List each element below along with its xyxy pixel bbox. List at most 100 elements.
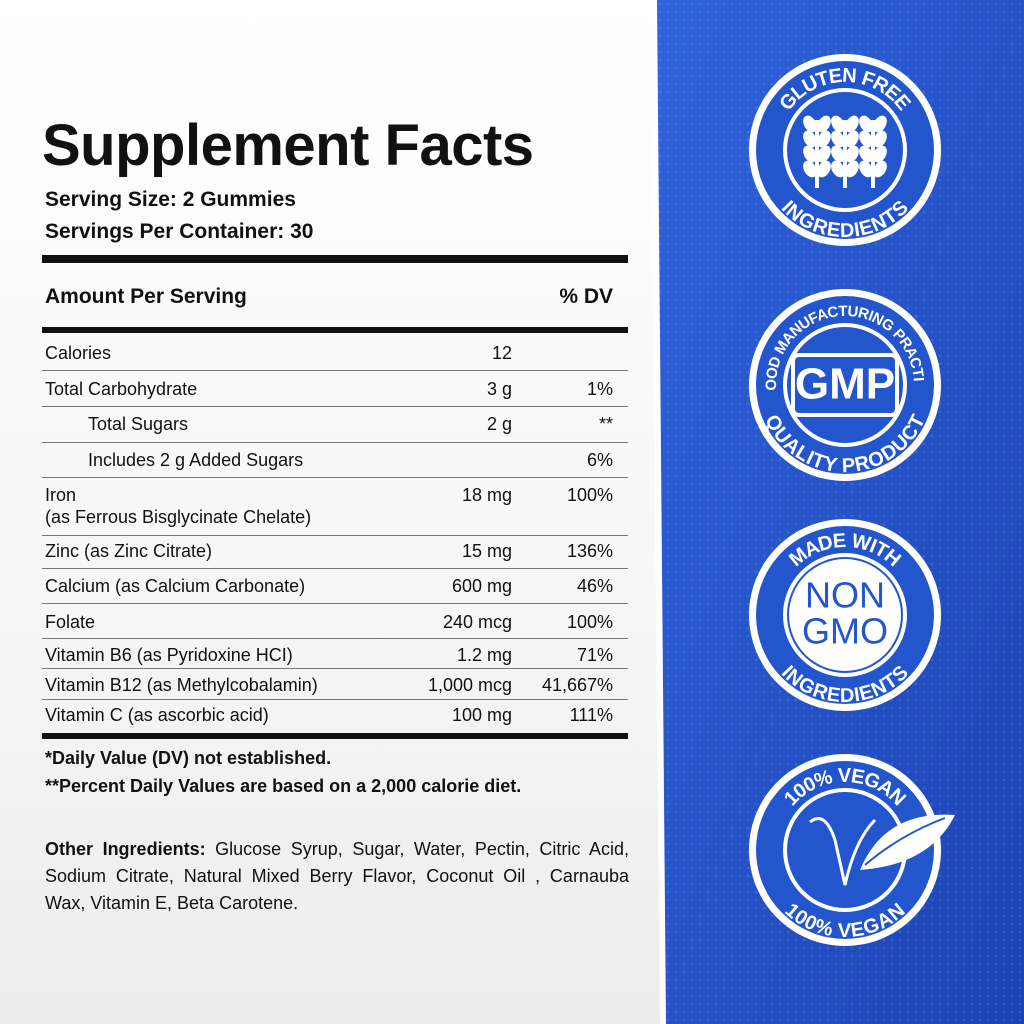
servings-per-container: Servings Per Container: 30 <box>45 220 314 243</box>
badge-ring <box>756 296 934 474</box>
wheat-grain <box>831 115 845 133</box>
footnote: *Daily Value (DV) not established. <box>45 748 332 768</box>
serving-size: Serving Size: 2 Gummies <box>45 188 296 211</box>
badge-outer <box>749 754 941 946</box>
badge-bottom-text: 100% VEGAN <box>780 899 909 942</box>
vegan-leaf <box>860 814 955 870</box>
amount: 15 mg <box>461 541 512 561</box>
panel-edge <box>650 0 1024 1024</box>
wheat-grain <box>873 145 887 163</box>
wheat-grain <box>831 145 845 163</box>
row-rule <box>42 699 628 700</box>
badge-bottom-label: INGREDIENTS <box>777 197 913 243</box>
wheat-grain <box>873 115 887 133</box>
row-rule <box>42 603 628 604</box>
row-rule <box>42 370 628 371</box>
badge-bottom-text: INGREDIENTS <box>777 662 913 708</box>
title: Supplement Facts <box>42 113 534 178</box>
wheat-grain <box>845 130 859 148</box>
thick-rule <box>42 255 628 263</box>
daily-value: 71% <box>576 645 613 665</box>
daily-value: 41,667% <box>541 675 613 695</box>
row-rule <box>42 477 628 478</box>
blue-panel <box>657 0 1024 1024</box>
badge-bottom-label: 100% VEGAN <box>780 899 909 942</box>
amount: 1,000 mcg <box>427 675 512 695</box>
wheat-grain <box>803 160 817 178</box>
wheat-grain <box>873 130 887 148</box>
amount: 3 g <box>486 379 512 399</box>
badge-top-text: GLUTEN FREE <box>776 65 915 115</box>
daily-value: 111% <box>569 705 613 725</box>
nutrient-name: Vitamin B12 (as Methylcobalamin) <box>45 675 318 695</box>
badge-inner-ring <box>783 88 907 212</box>
row-rule <box>42 535 628 536</box>
badge-ring <box>756 526 934 704</box>
wheat-grain <box>859 115 873 133</box>
gmp-text: GMP <box>795 360 895 409</box>
wheat-grain <box>803 130 817 148</box>
wheat-grain <box>803 145 817 163</box>
other-ingredients-text: Glucose Syrup, Sugar, Water, Pectin, Cit… <box>45 839 629 913</box>
nutrient-name: Folate <box>45 612 96 632</box>
wheat-grain <box>873 160 887 178</box>
amount: 240 mcg <box>442 612 512 632</box>
thick-rule <box>42 327 628 333</box>
daily-value: 136% <box>566 541 613 561</box>
vegan-v <box>809 817 877 886</box>
daily-value: ** <box>598 414 613 434</box>
badge-inner-ring <box>783 553 907 677</box>
badge-top-label: GLUTEN FREE <box>776 65 915 115</box>
amount: 1.2 mg <box>456 645 512 665</box>
nutrient-note: (as Ferrous Bisglycinate Chelate) <box>45 507 312 527</box>
badge-inner-ring <box>783 788 907 912</box>
wheat-grain <box>817 130 831 148</box>
badge-inner-ring <box>783 323 907 447</box>
other-ingredients: Other Ingredients: Glucose Syrup, Sugar,… <box>45 836 629 917</box>
daily-value: 100% <box>566 612 613 632</box>
column-header: Amount Per Serving <box>45 285 247 308</box>
badge-top-text: 100% VEGAN <box>780 765 909 810</box>
row-rule <box>42 568 628 569</box>
daily-value: 6% <box>586 450 613 470</box>
wheat-grain <box>831 160 845 178</box>
nutrient-name: Calcium (as Calcium Carbonate) <box>45 576 306 596</box>
daily-value: 46% <box>576 576 613 596</box>
nutrient-name: Total Carbohydrate <box>45 379 198 399</box>
row-rule <box>42 668 628 669</box>
nutrient-name: Zinc (as Zinc Citrate) <box>45 541 213 561</box>
other-ingredients-label: Other Ingredients: <box>45 839 206 859</box>
amount: 18 mg <box>461 485 512 505</box>
badge-top-text: MADE WITH <box>785 530 904 571</box>
badge-bottom-text: QUALITY PRODUCT <box>760 411 930 477</box>
wheat-grain <box>817 145 831 163</box>
nutrient-name: Vitamin B6 (as Pyridoxine HCI) <box>45 645 293 665</box>
wheat-grain <box>845 115 859 133</box>
footnote: **Percent Daily Values are based on a 2,… <box>45 776 522 796</box>
nutrient-name: Vitamin C (as ascorbic acid) <box>45 705 269 725</box>
badge-top-label: 100% VEGAN <box>780 765 909 810</box>
badge: GLUTEN FREE INGREDIENTS <box>749 54 941 246</box>
nutrient-name: Includes 2 g Added Sugars <box>88 450 304 470</box>
badge-outer <box>749 54 941 246</box>
wheat-grain <box>831 130 845 148</box>
row-rule <box>42 406 628 407</box>
wheat-grain <box>859 130 873 148</box>
badge-bottom-text: INGREDIENTS <box>777 197 913 243</box>
wheat-grain <box>803 115 817 133</box>
badge-ring <box>756 61 934 239</box>
badge-ring <box>756 761 934 939</box>
nutrient-name: Iron <box>45 485 77 505</box>
wheat-grain <box>859 160 873 178</box>
row-rule <box>42 442 628 443</box>
daily-value: 1% <box>586 379 613 399</box>
wheat-grain <box>845 160 859 178</box>
badge-bottom-label: INGREDIENTS <box>777 662 913 708</box>
badge-bottom-label: QUALITY PRODUCT <box>760 411 930 477</box>
amount: 2 g <box>486 414 512 434</box>
nutrient-name: Total Sugars <box>88 414 189 434</box>
wheat-grain <box>817 160 831 178</box>
row-rule <box>42 638 628 639</box>
